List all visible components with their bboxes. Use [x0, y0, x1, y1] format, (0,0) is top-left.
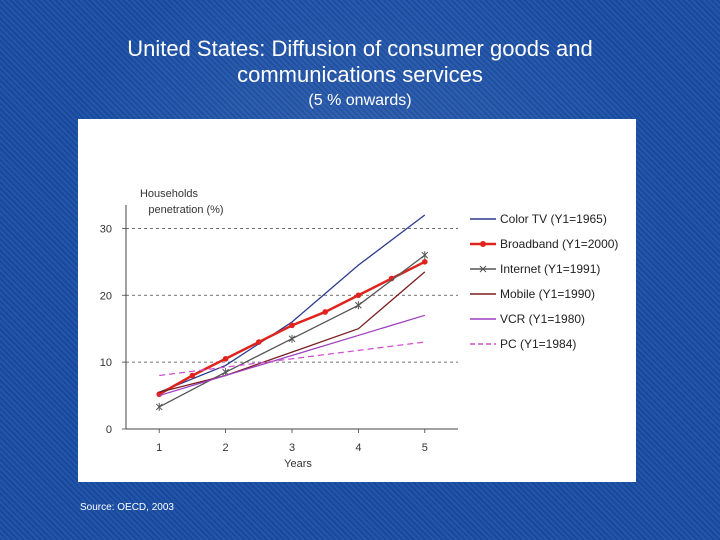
y-axis-label-line-2: penetration (%) — [148, 204, 223, 216]
y-tick-label: 10 — [100, 357, 112, 369]
series-line-4 — [159, 314, 425, 397]
series-1-point — [322, 309, 328, 315]
series-1-point — [256, 339, 262, 345]
x-axis-label: Years — [284, 458, 312, 470]
series-1-point — [222, 355, 229, 362]
series-line-5 — [159, 341, 425, 377]
y-tick-label: 30 — [100, 223, 112, 235]
x-tick-label: 4 — [355, 442, 361, 454]
legend-label-2: Internet (Y1=1991) — [500, 262, 600, 276]
series-1-point — [289, 322, 295, 329]
x-tick-label: 2 — [223, 442, 229, 454]
series-line-3 — [159, 271, 426, 393]
legend-label-0: Color TV (Y1=1965) — [500, 212, 607, 226]
legend-label-4: VCR (Y1=1980) — [500, 312, 585, 326]
series-2-point — [355, 301, 362, 310]
series-2-point — [155, 402, 163, 411]
y-tick-label: 20 — [100, 290, 112, 302]
x-tick-label: 1 — [156, 442, 162, 454]
chart-panel: 0 10 20 30 1 2 3 4 5 Color TV (Y1=1965) Broadband… — [78, 119, 636, 482]
legend-label-3: Mobile (Y1=1990) — [500, 287, 595, 301]
legend-marker-1 — [480, 241, 486, 247]
x-tick-label: 3 — [289, 442, 295, 454]
legend-marker-2 — [479, 265, 487, 273]
line-chart: 0 10 20 30 1 2 3 4 5 Color TV (Y1=1965) Broadband… — [100, 188, 619, 470]
slide-subtitle: (5 % onwards) — [308, 92, 412, 109]
series-1-point — [355, 292, 362, 299]
series-1-point — [189, 372, 196, 379]
series-2-point — [288, 334, 296, 343]
source-note: Source: OECD, 2003 — [80, 502, 174, 513]
slide-title-line-2: communications services — [237, 62, 483, 87]
x-tick-label: 5 — [422, 442, 428, 454]
slide-title-line-1: United States: Diffusion of consumer goo… — [127, 36, 593, 61]
y-tick-label: 0 — [106, 424, 112, 436]
legend-label-1: Broadband (Y1=2000) — [500, 237, 618, 251]
y-axis-label-line-1: Households — [140, 188, 199, 200]
legend-label-5: PC (Y1=1984) — [500, 337, 576, 351]
series-1-point — [422, 259, 428, 265]
series-line-0 — [158, 214, 426, 393]
series-2-point — [421, 251, 429, 260]
